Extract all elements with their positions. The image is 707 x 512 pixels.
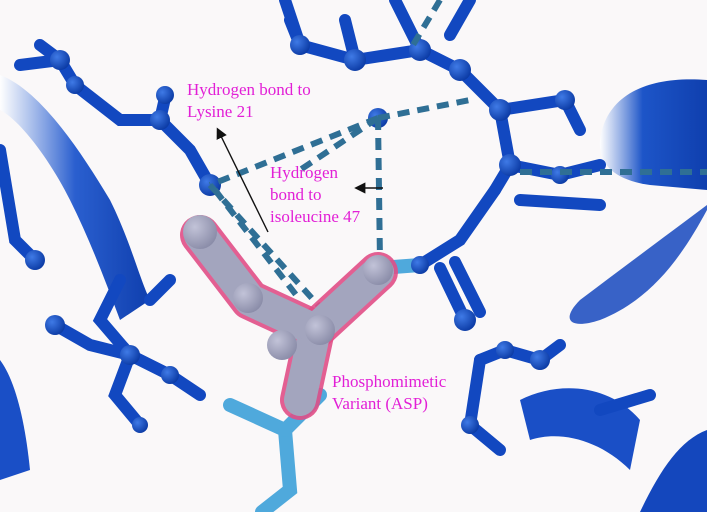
variant-label-line-1: Phosphomimetic — [332, 372, 447, 391]
variant-label-line-2: Variant (ASP) — [332, 394, 428, 413]
lysine-arrow — [216, 127, 269, 233]
ribbon-left — [0, 75, 150, 480]
annotation-arrows — [216, 127, 383, 233]
isoleucine-label-line-3: isoleucine 47 — [270, 207, 361, 226]
hydrogen-bonds — [207, 0, 707, 308]
lysine-bond-label: Hydrogen bond to Lysine 21 — [187, 79, 311, 123]
lysine-label-line-2: Lysine 21 — [187, 102, 254, 121]
ribbon-right — [520, 79, 707, 512]
isoleucine-label-line-2: bond to — [270, 185, 322, 204]
lysine-label-line-1: Hydrogen bond to — [187, 80, 311, 99]
asp-residue — [180, 215, 398, 420]
protein-atoms — [25, 35, 575, 434]
variant-label: Phosphomimetic Variant (ASP) — [332, 371, 446, 415]
isoleucine-label-line-1: Hydrogen — [270, 163, 338, 182]
isoleucine-bond-label: Hydrogen bond to isoleucine 47 — [270, 162, 360, 228]
